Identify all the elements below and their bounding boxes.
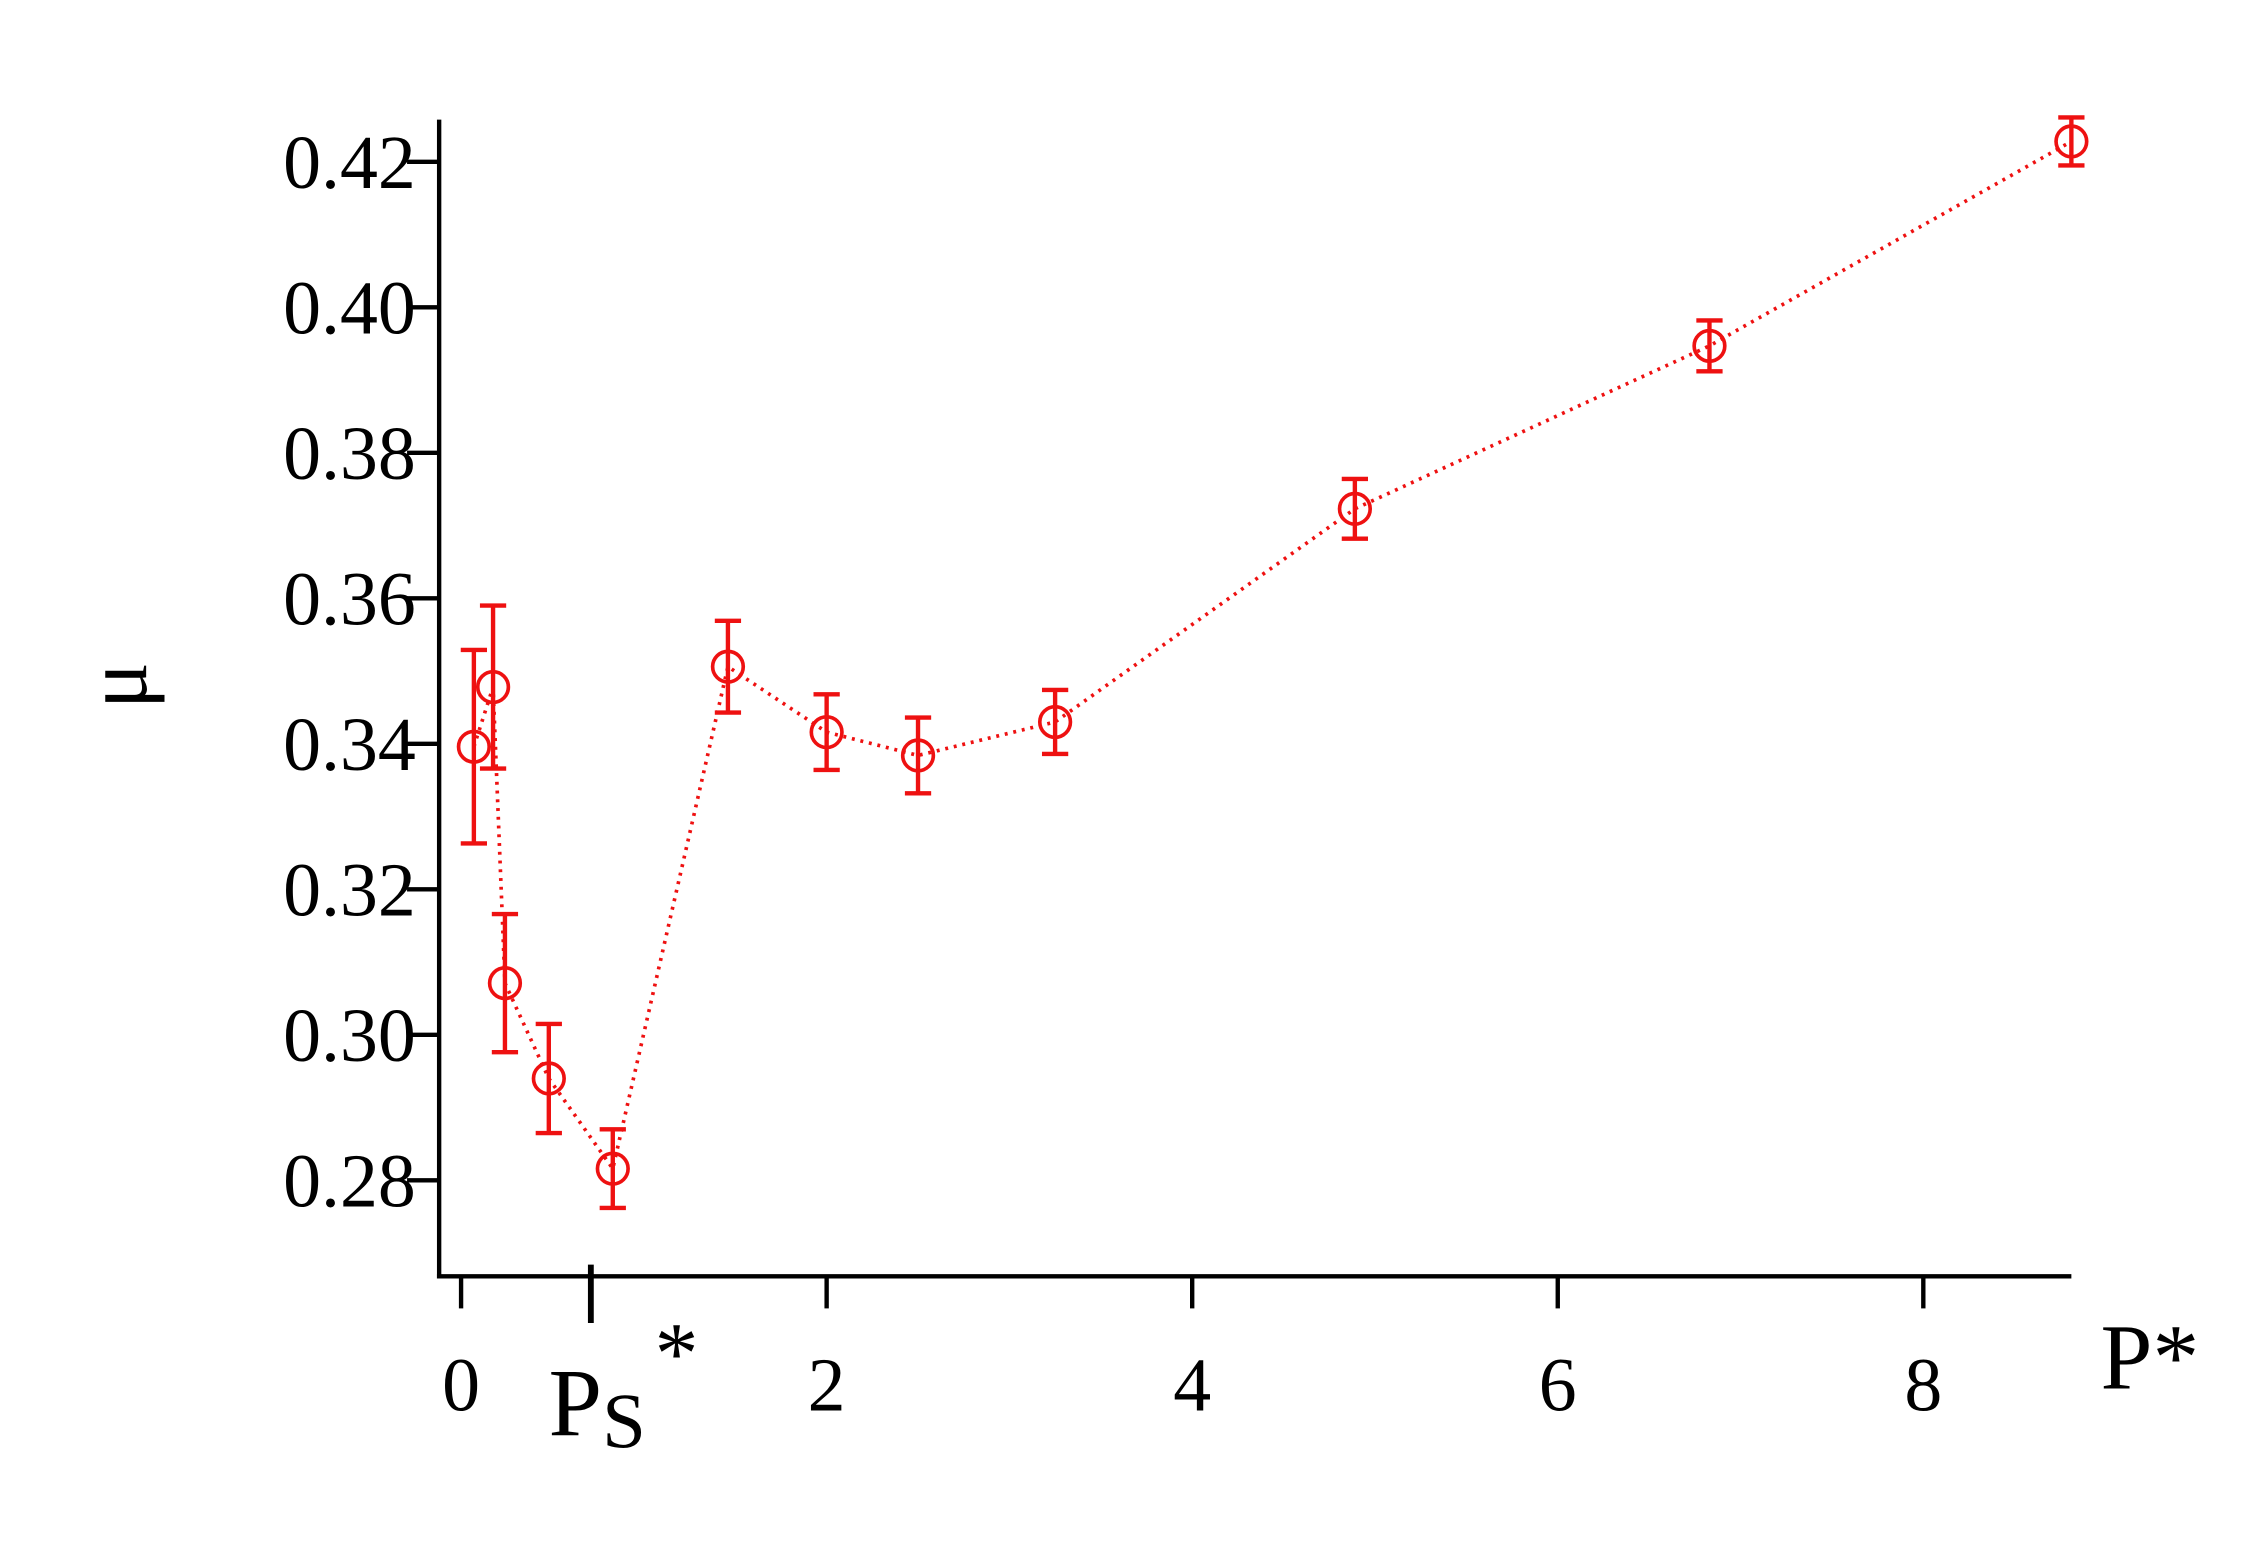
marker bbox=[1692, 328, 1727, 363]
y-tick-label: 0.30 bbox=[283, 994, 416, 1078]
data-line bbox=[472, 139, 2073, 1174]
error-bar bbox=[491, 911, 519, 1055]
y-tick-label: 0.40 bbox=[283, 267, 416, 351]
x-marker-main: P bbox=[549, 1349, 603, 1456]
x-marker-superscript: * bbox=[655, 1305, 699, 1402]
x-marker-label: PS* bbox=[549, 1305, 699, 1465]
marker bbox=[487, 965, 523, 1001]
error-bar bbox=[813, 692, 840, 773]
x-tick-label: 6 bbox=[1539, 1344, 1577, 1428]
marker bbox=[475, 669, 511, 705]
marker bbox=[710, 649, 746, 684]
error-bar bbox=[714, 618, 742, 715]
marker bbox=[456, 729, 492, 764]
x-marker-subscript: S bbox=[602, 1378, 646, 1465]
marker bbox=[809, 715, 844, 750]
y-tick-label: 0.36 bbox=[283, 558, 416, 642]
y-tick-label: 0.32 bbox=[283, 849, 416, 933]
y-axis-label: μ bbox=[68, 662, 165, 709]
marker bbox=[531, 1061, 566, 1096]
y-tick-label: 0.42 bbox=[283, 121, 416, 205]
error-bar bbox=[479, 603, 507, 771]
error-bar bbox=[1041, 687, 1069, 757]
marker bbox=[2054, 124, 2089, 159]
marker bbox=[1337, 491, 1373, 526]
y-tick-label: 0.28 bbox=[283, 1140, 416, 1224]
x-tick-label: 8 bbox=[1904, 1344, 1942, 1428]
marker bbox=[1037, 704, 1073, 740]
y-tick-label: 0.34 bbox=[283, 703, 416, 787]
error-bar bbox=[904, 715, 932, 796]
x-tick-label: 0 bbox=[442, 1344, 480, 1428]
error-bar bbox=[1696, 318, 1723, 374]
error-bar bbox=[599, 1127, 626, 1211]
x-axis-label: P* bbox=[2101, 1307, 2200, 1410]
x-tick-label: 2 bbox=[808, 1344, 846, 1428]
marker bbox=[595, 1151, 630, 1186]
error-bar bbox=[1341, 476, 1368, 541]
error-bar bbox=[460, 647, 487, 846]
marker bbox=[900, 738, 936, 773]
x-tick-label: 4 bbox=[1173, 1344, 1211, 1428]
error-bar bbox=[535, 1021, 562, 1136]
y-tick-label: 0.38 bbox=[283, 412, 416, 496]
